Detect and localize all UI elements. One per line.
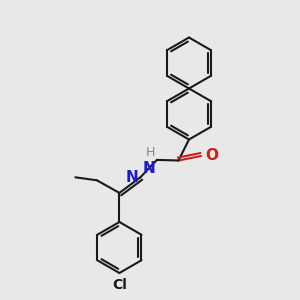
Text: N: N	[143, 161, 155, 176]
Text: O: O	[205, 148, 218, 164]
Text: Cl: Cl	[112, 278, 127, 292]
Text: N: N	[125, 170, 138, 185]
Text: H: H	[146, 146, 155, 159]
